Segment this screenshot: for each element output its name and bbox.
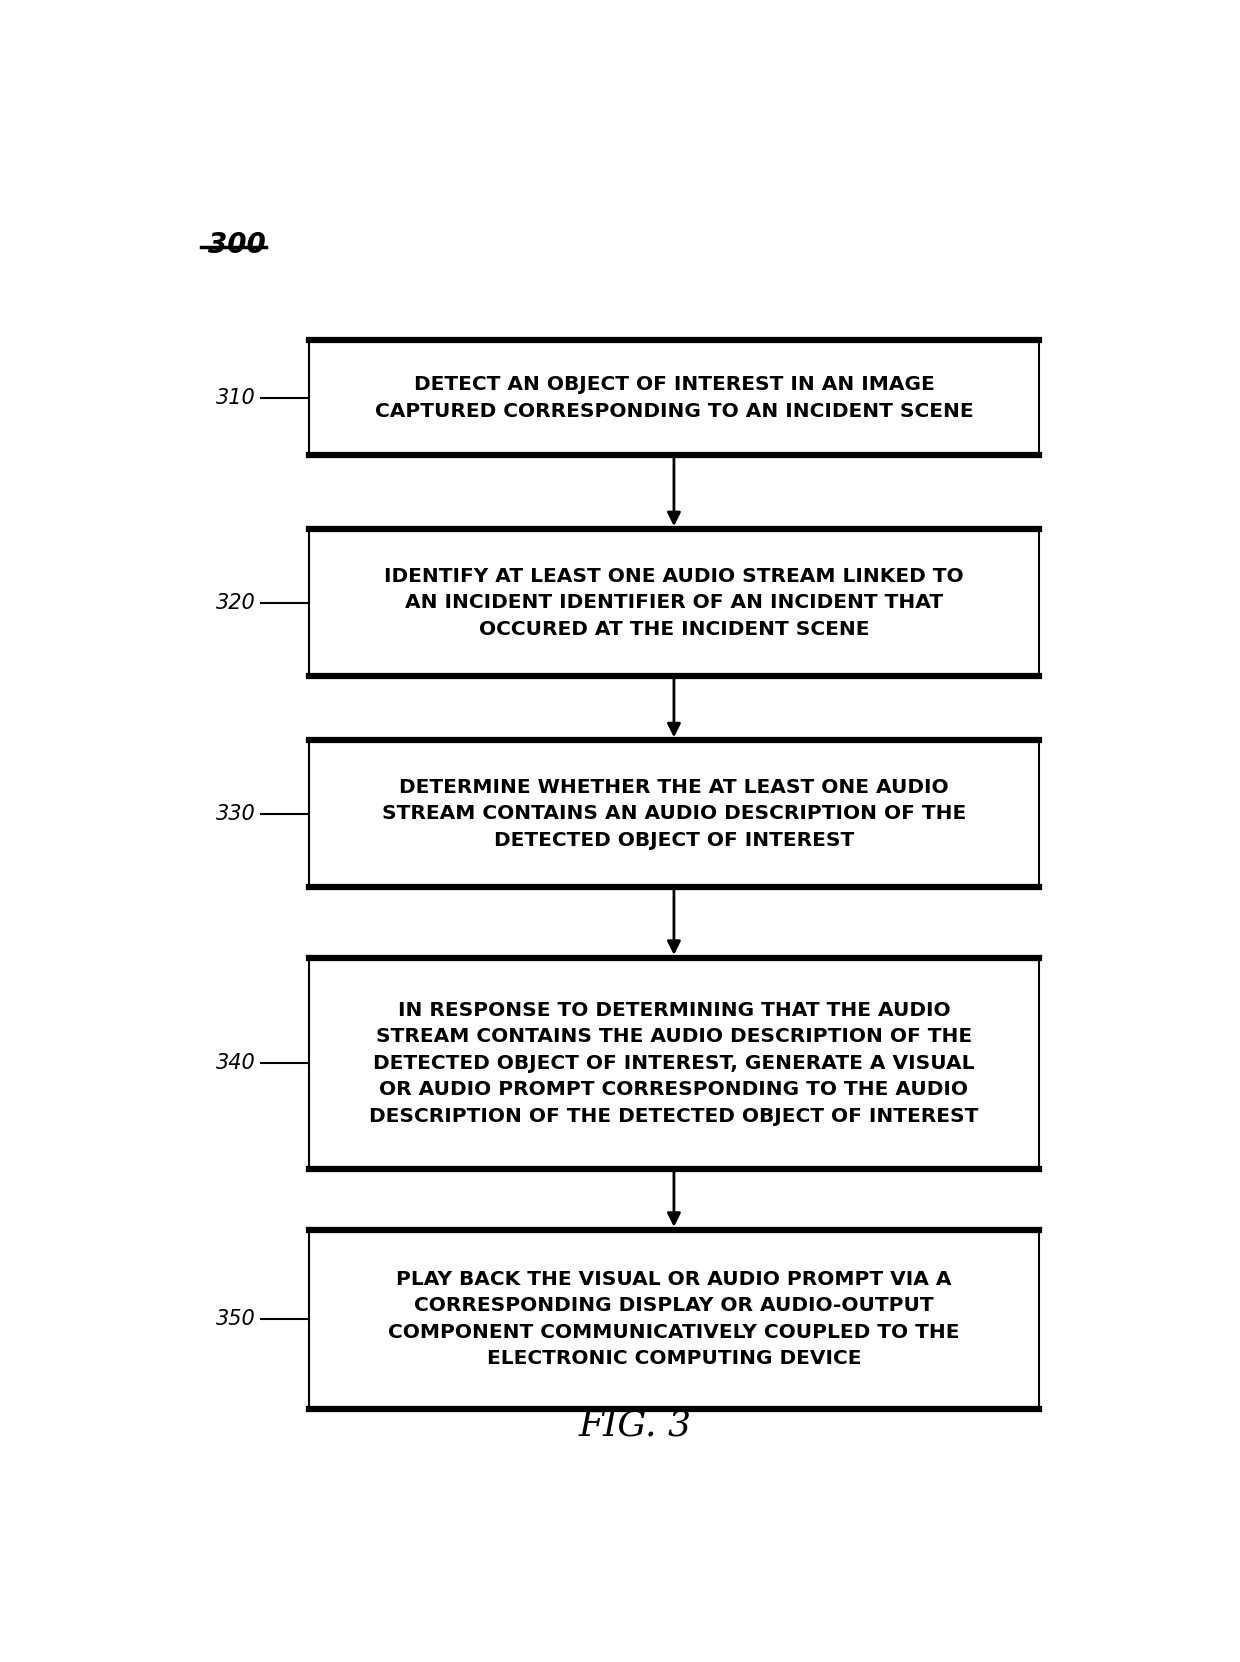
Text: 320: 320 [216,593,255,613]
Text: DETERMINE WHETHER THE AT LEAST ONE AUDIO
STREAM CONTAINS AN AUDIO DESCRIPTION OF: DETERMINE WHETHER THE AT LEAST ONE AUDIO… [382,778,966,849]
Bar [309,957,1039,1168]
Text: 350: 350 [216,1310,255,1330]
Bar [309,1230,1039,1409]
Text: 300: 300 [208,231,265,259]
Text: PLAY BACK THE VISUAL OR AUDIO PROMPT VIA A
CORRESPONDING DISPLAY OR AUDIO-OUTPUT: PLAY BACK THE VISUAL OR AUDIO PROMPT VIA… [388,1270,960,1368]
Text: IDENTIFY AT LEAST ONE AUDIO STREAM LINKED TO
AN INCIDENT IDENTIFIER OF AN INCIDE: IDENTIFY AT LEAST ONE AUDIO STREAM LINKE… [384,567,963,638]
Text: 330: 330 [216,804,255,824]
Bar [309,529,1039,676]
Bar [309,740,1039,888]
Text: FIG. 3: FIG. 3 [579,1408,692,1443]
Text: DETECT AN OBJECT OF INTEREST IN AN IMAGE
CAPTURED CORRESPONDING TO AN INCIDENT S: DETECT AN OBJECT OF INTEREST IN AN IMAGE… [374,376,973,420]
Text: 340: 340 [216,1054,255,1074]
Text: IN RESPONSE TO DETERMINING THAT THE AUDIO
STREAM CONTAINS THE AUDIO DESCRIPTION : IN RESPONSE TO DETERMINING THAT THE AUDI… [370,1001,978,1125]
Bar [309,341,1039,455]
Text: 310: 310 [216,387,255,407]
